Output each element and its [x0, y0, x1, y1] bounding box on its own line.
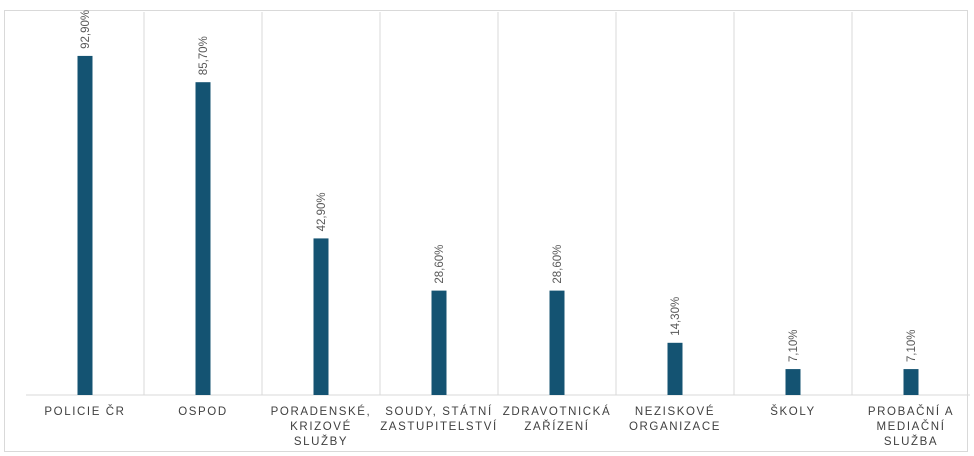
category-label: ŠKOLY [770, 406, 816, 418]
category-label: ZDRAVOTNICKÁ ZAŘÍZENÍ [502, 406, 612, 433]
bar [667, 342, 683, 395]
bar [549, 290, 565, 395]
data-label: 42,90% [316, 192, 328, 231]
bar [313, 238, 329, 395]
category-label: PROBAČNÍ A MEDIAČNÍ SLUŽBA [867, 406, 955, 448]
data-label: 92,90% [80, 10, 92, 49]
data-label: 28,60% [434, 245, 446, 284]
data-label: 7,10% [788, 329, 800, 362]
category-label: PORADENSKÉ, KRIZOVÉ SLUŽBY [270, 406, 372, 448]
chart-frame [4, 10, 968, 452]
category-label: POLICIE ČR [44, 406, 126, 418]
data-label: 7,10% [906, 329, 918, 362]
category-label: OSPOD [178, 406, 228, 418]
bar [195, 82, 211, 395]
bar [77, 55, 93, 395]
bar [431, 290, 447, 395]
bar [785, 369, 801, 395]
data-label: 28,60% [552, 245, 564, 284]
data-label: 14,30% [670, 297, 682, 336]
bar [903, 369, 919, 395]
category-label: SOUDY, STÁTNÍ ZASTUPITELSTVÍ [380, 406, 498, 433]
category-label: NEZISKOVÉ ORGANIZACE [628, 406, 722, 433]
data-label: 85,70% [198, 36, 210, 75]
